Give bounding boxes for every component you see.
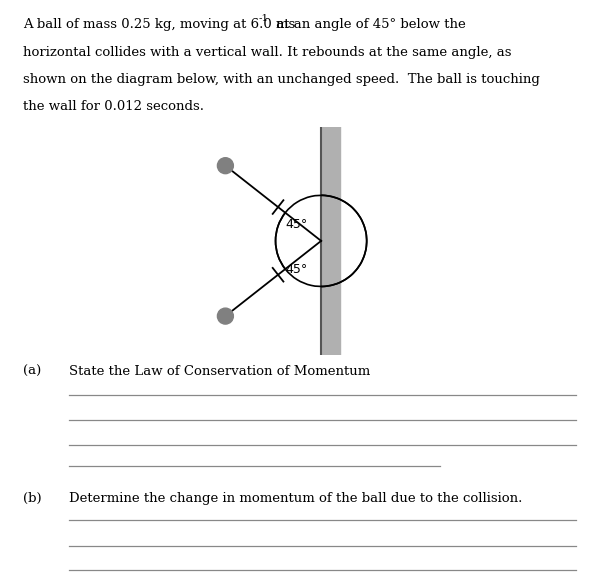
Circle shape — [217, 308, 234, 324]
Text: horizontal collides with a vertical wall. It rebounds at the same angle, as: horizontal collides with a vertical wall… — [23, 46, 512, 59]
Text: 45°: 45° — [286, 218, 308, 231]
Text: A ball of mass 0.25 kg, moving at 6.0 ms: A ball of mass 0.25 kg, moving at 6.0 ms — [23, 18, 295, 32]
Text: 45°: 45° — [286, 263, 308, 276]
Text: shown on the diagram below, with an unchanged speed.  The ball is touching: shown on the diagram below, with an unch… — [23, 73, 540, 86]
Text: -1: -1 — [259, 14, 269, 23]
Text: (b): (b) — [23, 492, 41, 505]
Bar — [321, 104, 340, 378]
Circle shape — [217, 158, 234, 174]
Text: the wall for 0.012 seconds.: the wall for 0.012 seconds. — [23, 100, 204, 113]
Text: Determine the change in momentum of the ball due to the collision.: Determine the change in momentum of the … — [69, 492, 522, 505]
Text: (a): (a) — [23, 365, 41, 378]
Text: at an angle of 45° below the: at an angle of 45° below the — [272, 18, 465, 32]
Text: State the Law of Conservation of Momentum: State the Law of Conservation of Momentu… — [69, 365, 370, 378]
